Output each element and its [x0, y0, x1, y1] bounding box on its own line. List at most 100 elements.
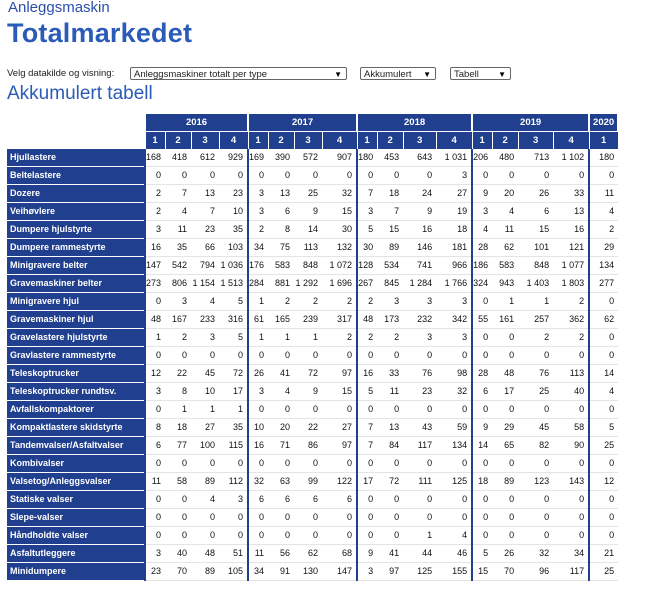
table-cell: 130 — [294, 562, 323, 581]
table-cell: 147 — [143, 256, 166, 275]
table-cell: 0 — [322, 166, 358, 185]
table-cell: 3 — [143, 544, 166, 563]
table-cell: 0 — [143, 508, 166, 527]
table-cell: 0 — [588, 508, 619, 527]
table-cell: 0 — [219, 508, 249, 527]
table-cell: 0 — [403, 490, 437, 509]
table-cell: 0 — [247, 346, 269, 365]
quarter-header: 2 — [491, 131, 519, 149]
table-cell: 9 — [471, 418, 493, 437]
table-cell: 0 — [436, 346, 473, 365]
table-cell: 115 — [219, 436, 249, 455]
table-cell: 123 — [518, 472, 554, 491]
table-cell: 65 — [492, 436, 519, 455]
table-cell: 3 — [247, 382, 269, 401]
table-cell: 11 — [588, 184, 619, 203]
row-label: Teleskoptrucker — [7, 364, 145, 383]
table-cell: 6 — [143, 436, 166, 455]
table-cell: 14 — [471, 436, 493, 455]
table-cell: 0 — [294, 166, 323, 185]
table-cell: 134 — [588, 256, 619, 275]
table-cell: 43 — [403, 418, 437, 437]
table-cell: 0 — [377, 490, 404, 509]
table-cell: 0 — [518, 508, 554, 527]
table-cell: 15 — [471, 562, 493, 581]
table-cell: 233 — [191, 310, 220, 329]
table-cell: 6 — [322, 490, 358, 509]
table-cell: 0 — [588, 454, 619, 473]
table-cell: 0 — [294, 454, 323, 473]
site-name[interactable]: Anleggsmaskin — [8, 0, 110, 16]
table-cell: 48 — [492, 364, 519, 383]
table-cell: 206 — [471, 149, 493, 167]
table-cell: 4 — [436, 526, 473, 545]
table-cell: 45 — [191, 364, 220, 383]
table-cell: 418 — [165, 149, 192, 167]
table-cell: 0 — [356, 490, 378, 509]
table-cell: 0 — [268, 166, 295, 185]
table-cell: 4 — [492, 202, 519, 221]
table-cell: 15 — [322, 202, 358, 221]
table-cell: 5 — [219, 328, 249, 347]
table-cell: 0 — [294, 508, 323, 527]
table-cell: 0 — [403, 454, 437, 473]
table-row: Gravelastere hjulstyrte 1 2 3 5 1 1 1 2 2 2 3 3 0 0 2 2 0 — [7, 328, 619, 347]
quarter-header: 1 — [144, 131, 166, 149]
table-cell: 0 — [518, 166, 554, 185]
row-label: Beltelastere — [7, 166, 145, 185]
row-label: Kompaktlastere skidstyrte — [7, 418, 145, 437]
table-cell: 6 — [294, 490, 323, 509]
table-cell: 0 — [165, 508, 192, 527]
table-row: Minidumpere 23 70 89 105 34 91 130 147 3 97 125 155 1… — [7, 562, 619, 581]
table-cell: 0 — [588, 526, 619, 545]
table-cell: 82 — [518, 436, 554, 455]
table-cell: 1 — [518, 292, 554, 311]
table-cell: 32 — [436, 382, 473, 401]
table-cell: 35 — [165, 238, 192, 257]
table-cell: 0 — [356, 166, 378, 185]
table-cell: 0 — [268, 526, 295, 545]
data-source-select[interactable]: Anleggsmaskiner totalt per type ▼ — [130, 67, 347, 80]
table-cell: 2 — [143, 184, 166, 203]
table-cell: 25 — [588, 436, 619, 455]
row-label: Tandemvalser/Asfaltvalser — [7, 436, 145, 455]
table-cell: 277 — [588, 274, 619, 293]
row-label: Valsetog/Anleggsvalser — [7, 472, 145, 491]
table-cell: 71 — [268, 436, 295, 455]
table-cell: 0 — [436, 508, 473, 527]
mode-select[interactable]: Akkumulert ▼ — [360, 67, 436, 80]
table-cell: 29 — [588, 238, 619, 257]
table-cell: 0 — [191, 526, 220, 545]
table-cell: 40 — [165, 544, 192, 563]
row-label: Gravelastere hjulstyrte — [7, 328, 145, 347]
quarter-header: 1 — [471, 131, 493, 149]
table-cell: 41 — [377, 544, 404, 563]
table-cell: 10 — [247, 418, 269, 437]
table-cell: 89 — [377, 238, 404, 257]
table-cell: 4 — [268, 382, 295, 401]
view-select[interactable]: Tabell ▼ — [450, 67, 511, 80]
quarter-header: 3 — [517, 131, 554, 149]
table-cell: 0 — [492, 400, 519, 419]
table-cell: 907 — [322, 149, 358, 167]
table-cell: 9 — [294, 382, 323, 401]
quarter-header: 1 — [588, 131, 619, 149]
row-label: Gravemaskiner belter — [7, 274, 145, 293]
table-cell: 11 — [377, 382, 404, 401]
table-cell: 0 — [492, 490, 519, 509]
table-cell: 0 — [322, 400, 358, 419]
table-cell: 186 — [471, 256, 493, 275]
table-cell: 1 696 — [322, 274, 358, 293]
table-cell: 2 — [165, 328, 192, 347]
table-cell: 284 — [247, 274, 269, 293]
row-label: Asfaltutleggere — [7, 544, 145, 563]
table-cell: 2 — [588, 220, 619, 239]
table-cell: 34 — [247, 562, 269, 581]
table-cell: 72 — [294, 364, 323, 383]
table-cell: 0 — [471, 526, 493, 545]
table-cell: 273 — [143, 274, 166, 293]
table-cell: 0 — [588, 328, 619, 347]
table-cell: 24 — [403, 184, 437, 203]
table-row: Kombivalser 0 0 0 0 0 0 0 0 0 0 0 0 0 0 0 0 0 — [7, 454, 619, 473]
table-cell: 34 — [247, 238, 269, 257]
